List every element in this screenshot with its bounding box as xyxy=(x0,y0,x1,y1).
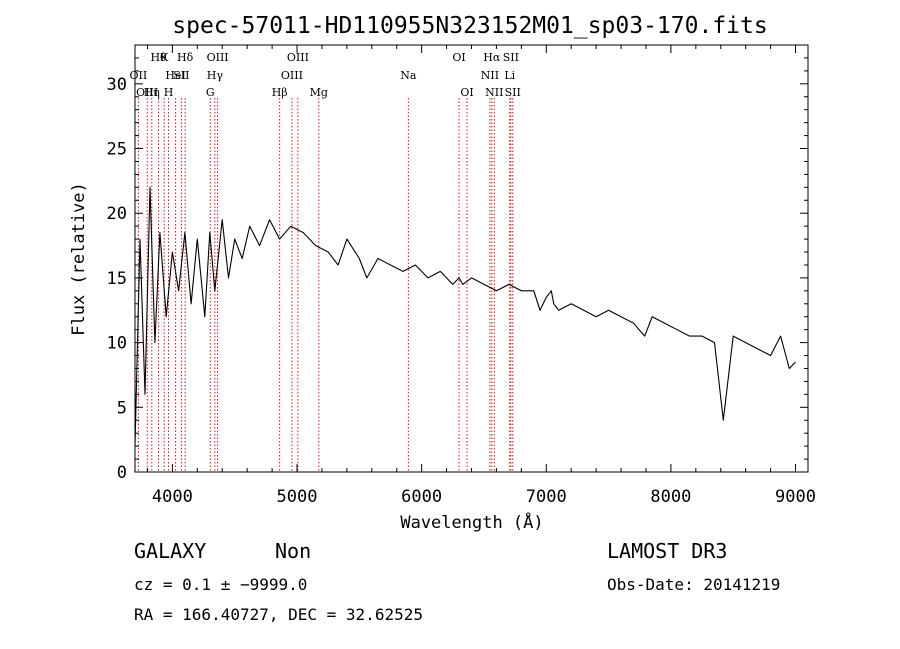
coordinates: RA = 166.40727, DEC = 32.62525 xyxy=(134,605,423,624)
y-axis-label: Flux (relative) xyxy=(69,182,89,336)
line-label-8: Hδ xyxy=(177,51,194,64)
line-label-9: G xyxy=(206,86,215,99)
line-label-5: H xyxy=(164,86,174,99)
survey-name: LAMOST DR3 xyxy=(607,539,727,563)
object-subclass: Non xyxy=(275,539,311,563)
emission-line-markers xyxy=(137,98,514,472)
line-label-22: Li xyxy=(504,69,515,82)
line-label-20: Hα xyxy=(483,51,501,64)
y-axis: 0 5 10 15 20 25 30 xyxy=(107,57,808,483)
line-label-6: HeI xyxy=(165,69,185,82)
redshift-readout: cz = 0.1 ± −9999.0 xyxy=(134,575,307,594)
line-label-24: SII xyxy=(505,86,521,99)
x-tick-label-4: 8000 xyxy=(650,487,691,507)
y-tick-label-4: 20 xyxy=(107,204,127,224)
x-tick-label-0: 4000 xyxy=(152,487,193,507)
y-tick-label-1: 5 xyxy=(117,398,127,418)
x-axis-label: Wavelength (Å) xyxy=(400,511,543,533)
spectrum-trace xyxy=(134,186,796,447)
line-label-17: OI xyxy=(452,51,465,64)
obs-date: Obs-Date: 20141219 xyxy=(607,575,780,594)
line-label-10: Hγ xyxy=(207,69,224,82)
line-label-11: OIII xyxy=(207,51,229,64)
line-label-23: SII xyxy=(503,51,519,64)
x-tick-label-5: 9000 xyxy=(775,487,816,507)
line-label-15: Mg xyxy=(310,86,328,99)
line-label-4: K xyxy=(160,51,169,64)
emission-line-labels: OIIOIIIHηHθKHHeISIIHδGHγOIIIHβOIIIOIIIMg… xyxy=(130,51,521,99)
line-label-21: NII xyxy=(485,86,503,99)
x-axis: 4000 5000 6000 7000 8000 9000 xyxy=(146,45,816,507)
y-tick-label-0: 0 xyxy=(117,463,127,483)
y-tick-label-2: 10 xyxy=(107,334,127,354)
plot-frame xyxy=(134,44,809,473)
line-label-14: OIII xyxy=(287,51,309,64)
line-label-1: OIII xyxy=(136,86,158,99)
line-label-19: NII xyxy=(481,69,499,82)
y-tick-label-3: 15 xyxy=(107,269,127,289)
line-label-13: OIII xyxy=(281,69,303,82)
chart-title: spec-57011-HD110955N323152M01_sp03-170.f… xyxy=(172,13,767,39)
object-class: GALAXY xyxy=(134,539,206,563)
line-label-12: Hβ xyxy=(272,86,288,99)
line-label-0: OII xyxy=(130,69,148,82)
line-label-18: OI xyxy=(460,86,473,99)
x-tick-label-1: 5000 xyxy=(277,487,318,507)
x-tick-label-3: 7000 xyxy=(526,487,567,507)
line-label-7: SII xyxy=(173,69,189,82)
line-label-16: Na xyxy=(400,69,417,82)
y-tick-label-5: 25 xyxy=(107,140,127,160)
line-label-3: Hθ xyxy=(150,51,167,64)
line-label-2: Hη xyxy=(144,86,160,99)
x-tick-label-2: 6000 xyxy=(401,487,442,507)
y-tick-label-6: 30 xyxy=(107,75,127,95)
